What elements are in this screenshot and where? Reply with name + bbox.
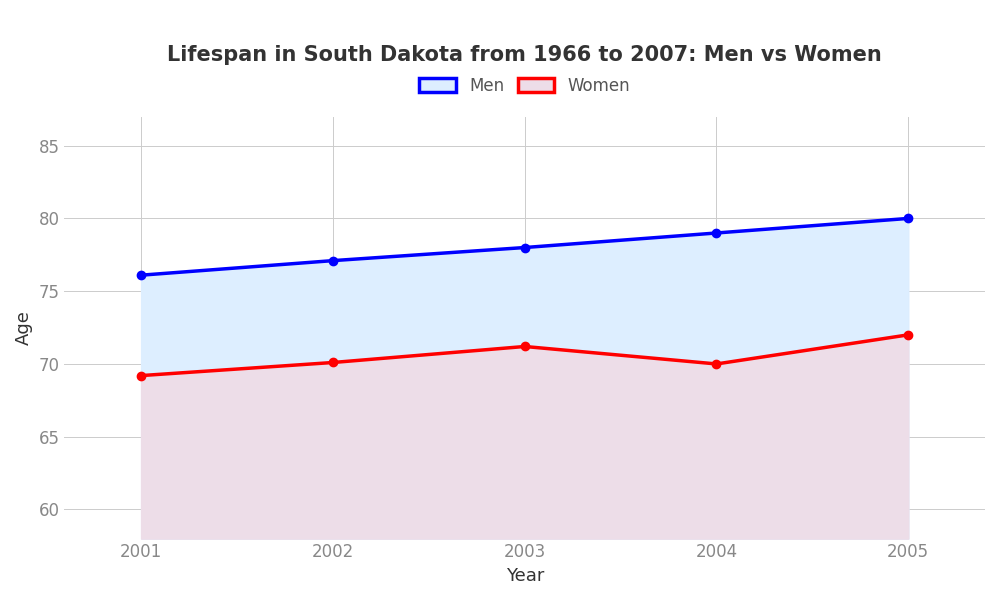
Y-axis label: Age: Age (15, 310, 33, 345)
X-axis label: Year: Year (506, 567, 544, 585)
Title: Lifespan in South Dakota from 1966 to 2007: Men vs Women: Lifespan in South Dakota from 1966 to 20… (167, 45, 882, 65)
Legend: Men, Women: Men, Women (413, 70, 637, 101)
